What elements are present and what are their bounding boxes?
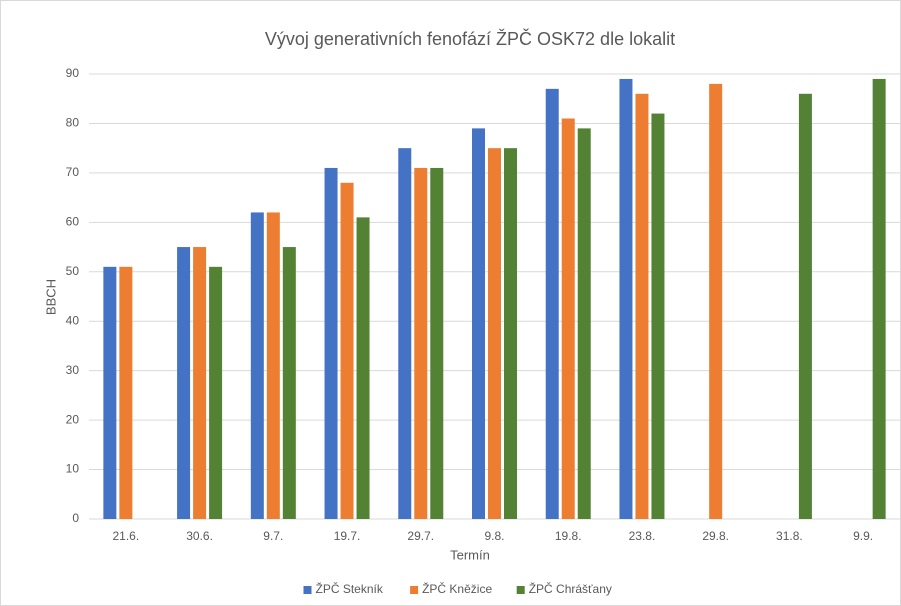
y-tick-label: 10 bbox=[66, 462, 80, 476]
bar bbox=[340, 182, 354, 519]
y-tick-label: 90 bbox=[66, 66, 80, 80]
legend-label: ŽPČ Kněžice bbox=[422, 581, 492, 596]
bar bbox=[324, 167, 338, 519]
y-tick-label: 40 bbox=[66, 313, 80, 327]
legend-swatch bbox=[303, 586, 312, 594]
bar bbox=[414, 167, 428, 519]
bar bbox=[193, 247, 207, 520]
bar bbox=[398, 148, 412, 519]
bar bbox=[250, 212, 264, 519]
bar bbox=[430, 167, 444, 519]
x-tick-label: 31.8. bbox=[776, 529, 803, 543]
bar bbox=[103, 266, 117, 519]
y-tick-label: 50 bbox=[66, 264, 80, 278]
x-tick-label: 9.8. bbox=[484, 529, 504, 543]
bar bbox=[577, 128, 591, 519]
y-tick-label: 0 bbox=[72, 511, 79, 525]
legend-swatch bbox=[516, 586, 525, 594]
bar bbox=[798, 93, 812, 520]
bar bbox=[709, 83, 723, 519]
bar bbox=[356, 217, 370, 519]
bar bbox=[504, 148, 517, 519]
bar bbox=[545, 88, 559, 519]
bar bbox=[635, 93, 649, 520]
bar bbox=[488, 148, 501, 519]
bar bbox=[472, 128, 485, 519]
bar bbox=[119, 266, 133, 519]
y-tick-label: 60 bbox=[66, 215, 80, 229]
x-tick-label: 29.8. bbox=[702, 529, 729, 543]
bar bbox=[282, 247, 296, 520]
x-tick-label: 21.6. bbox=[113, 529, 140, 543]
y-tick-label: 70 bbox=[66, 165, 80, 179]
x-tick-label: 19.8. bbox=[555, 529, 582, 543]
legend-swatch bbox=[410, 586, 419, 594]
y-tick-label: 20 bbox=[66, 412, 80, 426]
bar bbox=[619, 78, 633, 519]
x-tick-label: 19.7. bbox=[334, 529, 361, 543]
bar bbox=[872, 78, 886, 519]
chart-title: Vývoj generativních fenofází ŽPČ OSK72 d… bbox=[265, 28, 675, 49]
x-tick-label: 29.7. bbox=[407, 529, 434, 543]
x-tick-label: 9.9. bbox=[853, 529, 873, 543]
bar bbox=[209, 266, 223, 519]
y-axis-label: BBCH bbox=[43, 279, 58, 315]
y-tick-label: 80 bbox=[66, 116, 80, 130]
bar bbox=[651, 113, 665, 520]
bar bbox=[266, 212, 280, 519]
x-axis-label: Termín bbox=[450, 547, 490, 562]
y-tick-label: 30 bbox=[66, 363, 80, 377]
legend-label: ŽPČ Stekník bbox=[316, 581, 384, 596]
bar bbox=[561, 118, 575, 519]
legend-label: ŽPČ Chrášťany bbox=[529, 581, 612, 596]
x-tick-label: 30.6. bbox=[186, 529, 213, 543]
bar bbox=[177, 247, 191, 520]
x-tick-label: 9.7. bbox=[263, 529, 283, 543]
x-tick-label: 23.8. bbox=[629, 529, 656, 543]
